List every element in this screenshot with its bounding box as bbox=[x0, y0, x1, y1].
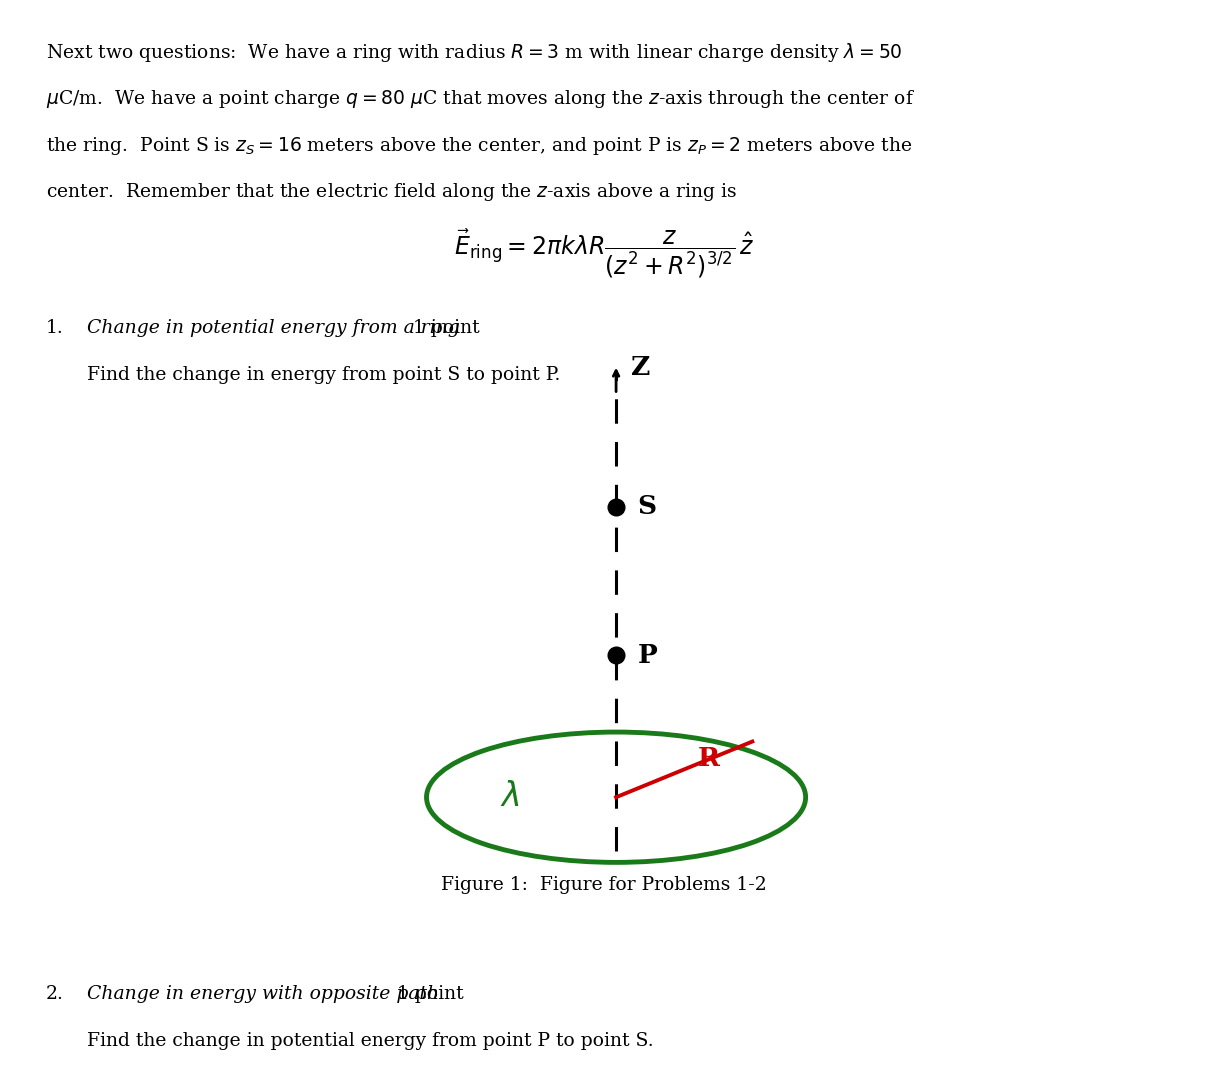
Text: Z: Z bbox=[632, 355, 651, 380]
Text: $\vec{E}_{\rm ring} = 2\pi k\lambda R\dfrac{z}{(z^2+R^2)^{3/2}}\,\hat{z}$: $\vec{E}_{\rm ring} = 2\pi k\lambda R\df… bbox=[454, 228, 754, 280]
Text: 1 point: 1 point bbox=[391, 985, 464, 1003]
Text: Change in energy with opposite path: Change in energy with opposite path bbox=[87, 985, 439, 1003]
Text: the ring.  Point S is $z_S = 16$ meters above the center, and point P is $z_P = : the ring. Point S is $z_S = 16$ meters a… bbox=[46, 135, 912, 156]
Text: R: R bbox=[697, 746, 720, 771]
Text: Next two questions:  We have a ring with radius $R = 3$ m with linear charge den: Next two questions: We have a ring with … bbox=[46, 41, 902, 64]
Text: Find the change in potential energy from point P to point S.: Find the change in potential energy from… bbox=[87, 1032, 654, 1050]
Text: S: S bbox=[638, 494, 656, 519]
Text: Find the change in energy from point S to point P.: Find the change in energy from point S t… bbox=[87, 366, 561, 384]
Text: Figure 1:  Figure for Problems 1-2: Figure 1: Figure for Problems 1-2 bbox=[441, 876, 767, 895]
Text: 2.: 2. bbox=[46, 985, 64, 1003]
Text: Change in potential energy from a ring: Change in potential energy from a ring bbox=[87, 319, 460, 338]
Text: $\lambda$: $\lambda$ bbox=[500, 781, 519, 813]
Text: 1.: 1. bbox=[46, 319, 64, 338]
Text: 1 point: 1 point bbox=[407, 319, 480, 338]
Text: center.  Remember that the electric field along the $z$-axis above a ring is: center. Remember that the electric field… bbox=[46, 181, 737, 203]
Text: $\mu$C/m.  We have a point charge $q = 80\ \mu$C that moves along the $z$-axis t: $\mu$C/m. We have a point charge $q = 80… bbox=[46, 88, 914, 110]
Text: P: P bbox=[638, 643, 657, 668]
